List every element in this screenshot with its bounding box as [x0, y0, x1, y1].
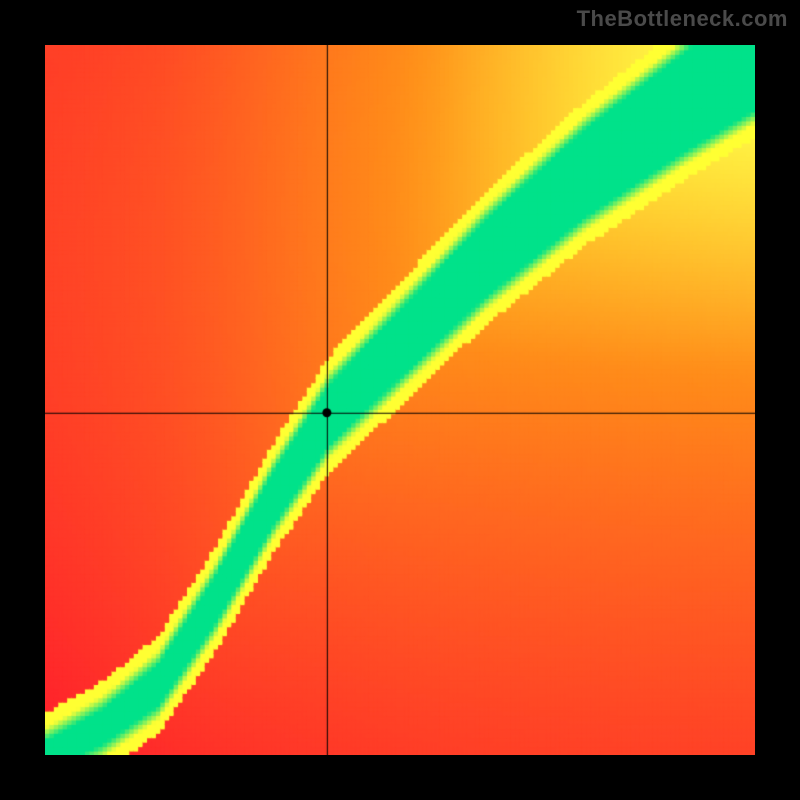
- watermark-text: TheBottleneck.com: [577, 6, 788, 32]
- bottleneck-heatmap: [45, 45, 755, 755]
- heatmap-canvas: [45, 45, 755, 755]
